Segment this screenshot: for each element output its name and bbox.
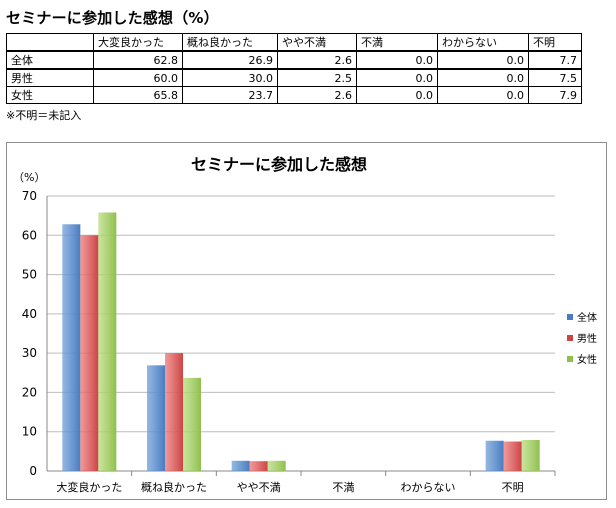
table-column-header: 大変良かった — [93, 33, 183, 52]
bar — [521, 439, 540, 471]
table-cell: 0.0 — [437, 68, 529, 87]
table-cell: 2.5 — [277, 68, 357, 87]
x-tick-label: やや不満 — [237, 481, 281, 494]
table-cell: 23.7 — [182, 86, 278, 104]
table-header-row: 大変良かった 概ね良かった やや不満 不満 わからない 不明 — [6, 33, 582, 52]
x-tick-label: 大変良かった — [56, 480, 122, 494]
table-column-header: 不明 — [528, 33, 582, 52]
legend-swatch — [567, 314, 573, 320]
table-cell: 7.5 — [528, 68, 582, 87]
table-cell: 0.0 — [437, 50, 529, 70]
table-cell: 60.0 — [93, 68, 183, 87]
summary-table: 大変良かった 概ね良かった やや不満 不満 わからない 不明 全体 62.8 2… — [6, 33, 582, 104]
legend-label: 全体 — [577, 311, 597, 324]
table-cell: 65.8 — [93, 86, 183, 104]
legend-swatch — [567, 356, 573, 362]
table-cell: 2.6 — [277, 86, 357, 104]
x-tick-label: 不明 — [502, 481, 524, 494]
y-axis-unit-label: （%） — [13, 171, 45, 184]
table-cell: 7.7 — [528, 50, 582, 70]
table-cell: 26.9 — [182, 50, 278, 70]
x-tick-label: 概ね良かった — [141, 480, 207, 494]
y-tick-label: 20 — [22, 385, 37, 399]
table-row-label: 男性 — [6, 68, 94, 87]
y-tick-label: 50 — [22, 268, 37, 282]
bar — [267, 460, 286, 471]
bar — [62, 224, 81, 471]
chart-title: セミナーに参加した感想 — [191, 155, 367, 174]
table-cell: 0.0 — [437, 86, 529, 104]
table-cell: 30.0 — [182, 68, 278, 87]
bar — [231, 460, 250, 471]
bar — [249, 461, 268, 471]
table-cell: 0.0 — [356, 86, 438, 104]
bar — [80, 235, 99, 471]
table-row-label: 女性 — [6, 86, 94, 104]
y-tick-label: 70 — [22, 189, 37, 203]
table-cell: 7.9 — [528, 86, 582, 104]
table-cell: 0.0 — [356, 68, 438, 87]
legend-label: 女性 — [577, 353, 597, 366]
table-column-header: やや不満 — [277, 33, 357, 52]
table-row: 女性 65.8 23.7 2.6 0.0 0.0 7.9 — [6, 86, 582, 104]
y-tick-label: 60 — [22, 228, 37, 242]
table-cell: 62.8 — [93, 50, 183, 70]
x-tick-label: 不満 — [332, 481, 354, 494]
y-tick-label: 30 — [22, 346, 37, 360]
table-column-header: わからない — [437, 33, 529, 52]
x-tick-label: わからない — [401, 481, 456, 494]
table-row-label: 全体 — [6, 50, 94, 70]
bar — [183, 377, 201, 471]
table-cell: 0.0 — [356, 50, 438, 70]
table-corner-cell — [6, 33, 94, 52]
bar — [147, 365, 165, 471]
bar — [503, 441, 522, 471]
table-column-header: 不満 — [356, 33, 438, 52]
table-row: 男性 60.0 30.0 2.5 0.0 0.0 7.5 — [6, 68, 582, 87]
legend-swatch — [567, 335, 573, 341]
bar — [485, 440, 504, 471]
y-tick-label: 0 — [29, 464, 37, 478]
bar — [165, 353, 183, 471]
chart-area: セミナーに参加した感想 （%） 0 10 20 30 40 50 60 70 大変良かった 概ね… — [6, 142, 607, 500]
table-footnote: ※不明＝未記入 — [6, 109, 82, 122]
bar — [98, 212, 117, 471]
table-cell: 2.6 — [277, 50, 357, 70]
y-tick-label: 10 — [22, 425, 37, 439]
bar-chart: セミナーに参加した感想 （%） 0 10 20 30 40 50 60 70 大変良かった 概ね… — [13, 155, 597, 494]
table-column-header: 概ね良かった — [182, 33, 278, 52]
y-tick-label: 40 — [22, 307, 37, 321]
page-title: セミナーに参加した感想（%） — [6, 9, 219, 27]
legend-label: 男性 — [577, 332, 597, 345]
table-row: 全体 62.8 26.9 2.6 0.0 0.0 7.7 — [6, 50, 582, 70]
